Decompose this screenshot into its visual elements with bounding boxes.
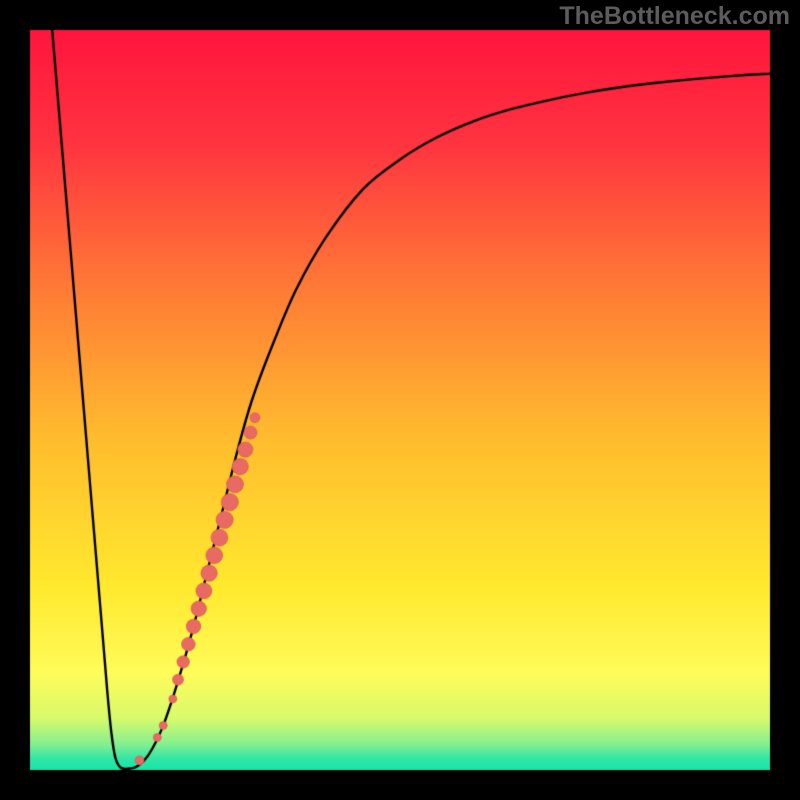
watermark-label: TheBottleneck.com bbox=[559, 2, 790, 31]
chart-container: TheBottleneck.com bbox=[0, 0, 800, 800]
bottleneck-curve-chart bbox=[0, 0, 800, 800]
